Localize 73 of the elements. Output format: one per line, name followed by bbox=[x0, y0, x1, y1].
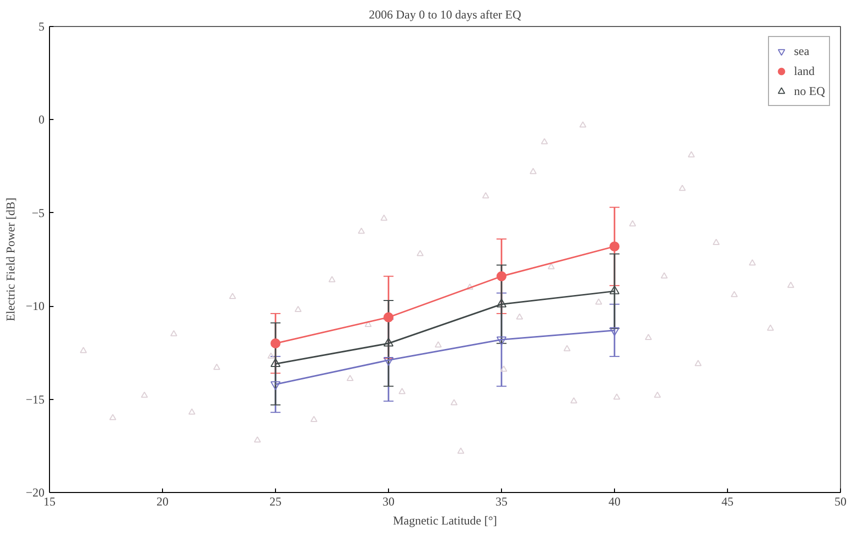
point bbox=[570, 397, 578, 404]
point bbox=[188, 408, 196, 415]
point bbox=[644, 334, 652, 340]
x-tick-label: 50 bbox=[834, 494, 846, 508]
point bbox=[694, 360, 702, 366]
point bbox=[482, 192, 490, 198]
point bbox=[364, 320, 372, 327]
point bbox=[346, 374, 354, 382]
point bbox=[310, 416, 318, 422]
point bbox=[170, 330, 178, 336]
point bbox=[579, 121, 586, 128]
chart-title: 2006 Day 0 to 10 days after EQ bbox=[368, 8, 522, 22]
point bbox=[496, 298, 506, 308]
point bbox=[384, 312, 394, 322]
point bbox=[610, 241, 620, 252]
x-tick-label: 35 bbox=[496, 494, 508, 508]
point bbox=[229, 292, 236, 300]
point bbox=[416, 250, 424, 256]
point bbox=[548, 262, 555, 270]
x-tick-label: 20 bbox=[156, 494, 168, 508]
point bbox=[748, 259, 756, 266]
point bbox=[730, 290, 738, 298]
point bbox=[270, 338, 280, 348]
point bbox=[450, 399, 458, 406]
point bbox=[766, 324, 774, 331]
point bbox=[398, 388, 406, 394]
y-tick-label: 5 bbox=[38, 20, 44, 34]
x-tick-label: 45 bbox=[722, 494, 734, 508]
point bbox=[254, 436, 261, 443]
point bbox=[540, 138, 548, 144]
y-axis-title: Electric Field Power [dB] bbox=[4, 198, 18, 322]
point bbox=[629, 220, 636, 226]
x-tick-label: 30 bbox=[382, 494, 394, 508]
point bbox=[328, 276, 336, 282]
y-tick-label: 0 bbox=[38, 112, 44, 127]
point bbox=[595, 298, 602, 305]
point bbox=[457, 448, 464, 454]
point bbox=[530, 168, 537, 174]
point bbox=[466, 283, 474, 290]
point bbox=[213, 364, 220, 370]
x-tick-label: 15 bbox=[44, 494, 56, 508]
x-tick-label: 25 bbox=[270, 494, 282, 508]
point bbox=[688, 151, 695, 158]
point bbox=[610, 285, 620, 294]
point bbox=[384, 338, 394, 346]
y-tick-label: −5 bbox=[32, 206, 45, 220]
point bbox=[500, 366, 508, 372]
point bbox=[564, 345, 571, 352]
point bbox=[294, 306, 302, 312]
point bbox=[712, 238, 720, 245]
point bbox=[380, 214, 388, 221]
point bbox=[434, 341, 442, 348]
legend-label: land bbox=[794, 64, 815, 78]
legend-label: no EQ bbox=[794, 84, 825, 98]
point bbox=[267, 352, 274, 359]
point bbox=[787, 282, 794, 288]
point bbox=[613, 393, 620, 400]
point bbox=[270, 358, 280, 367]
legend-label: sea bbox=[794, 44, 810, 58]
y-tick-label: −10 bbox=[26, 299, 45, 314]
x-tick-label: 40 bbox=[608, 494, 620, 508]
point bbox=[358, 228, 365, 234]
y-tick-label: −20 bbox=[26, 486, 45, 500]
point bbox=[678, 184, 686, 191]
point bbox=[140, 392, 148, 398]
point bbox=[660, 272, 668, 279]
point bbox=[496, 271, 506, 282]
point bbox=[654, 392, 661, 398]
point bbox=[80, 346, 87, 354]
y-tick-label: −15 bbox=[26, 392, 45, 406]
x-axis-title: Magnetic Latitude [°] bbox=[392, 514, 498, 528]
point bbox=[109, 414, 116, 420]
point bbox=[516, 313, 524, 320]
